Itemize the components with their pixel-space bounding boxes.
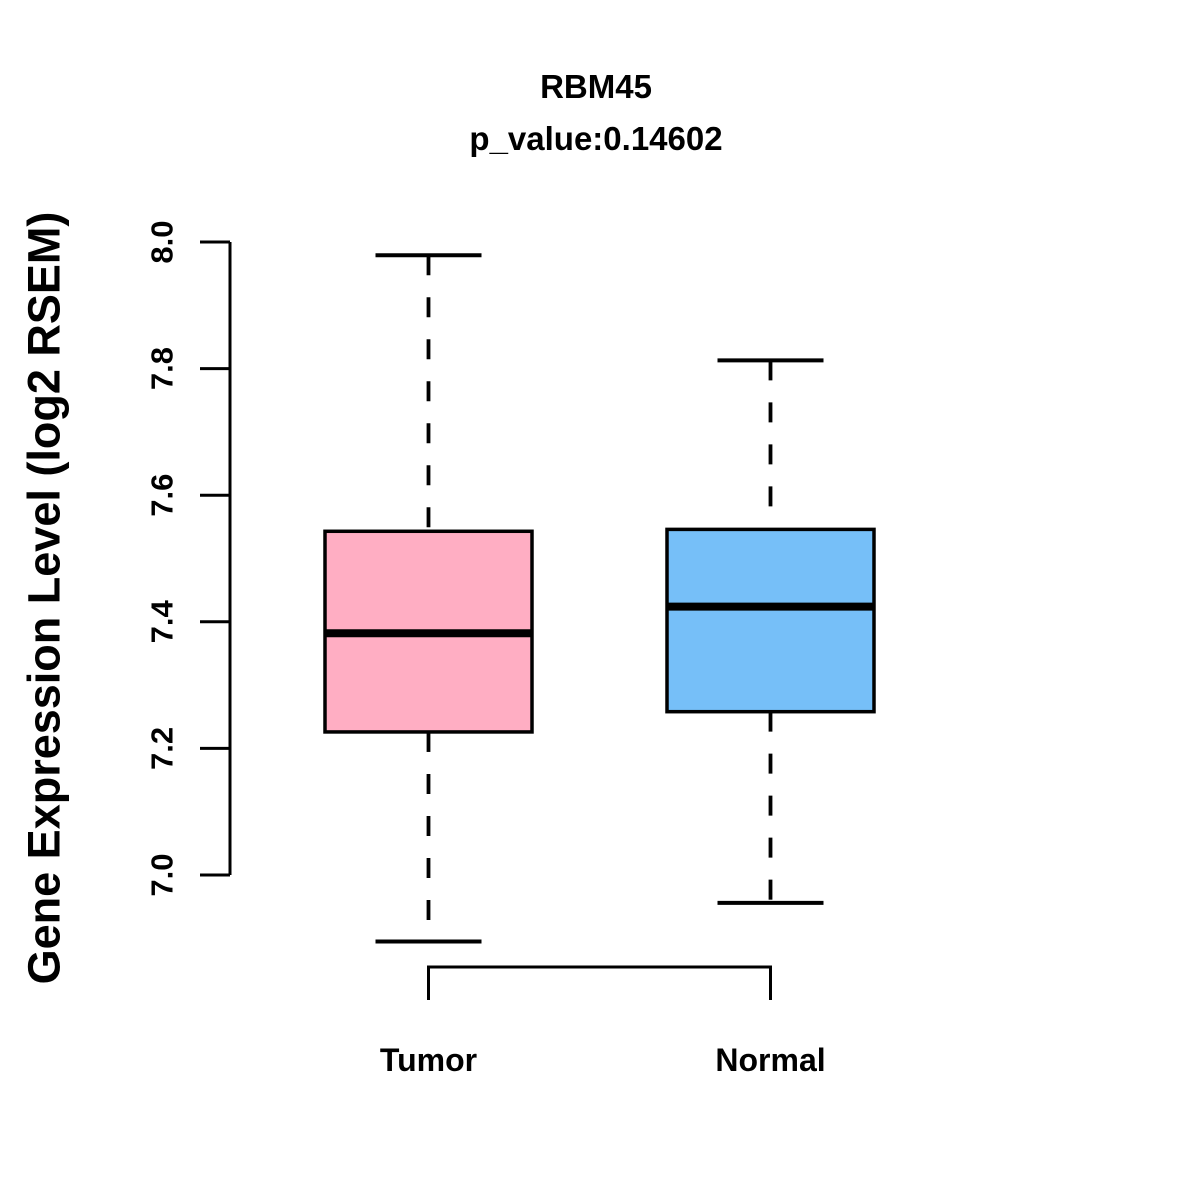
x-axis-bracket — [427, 965, 772, 1000]
y-tick-label: 7.6 — [145, 474, 180, 517]
y-axis-title: Gene Expression Level (log2 RSEM) — [19, 212, 70, 985]
x-category-label-normal: Normal — [715, 1042, 825, 1078]
y-tick-label: 7.0 — [145, 853, 180, 896]
y-tick-label: 7.4 — [145, 600, 180, 644]
box-normal — [665, 527, 876, 714]
y-axis: 7.0 7.2 7.4 7.6 7.8 8.0 — [145, 220, 232, 897]
y-tick-label: 8.0 — [145, 220, 180, 263]
chart-title: RBM45 — [540, 68, 652, 105]
box-group-tumor — [323, 253, 534, 944]
box-group-normal — [665, 358, 876, 905]
x-category-label-tumor: Tumor — [380, 1042, 477, 1078]
boxes — [323, 253, 876, 944]
x-axis: Tumor Normal — [380, 965, 826, 1078]
chart-subtitle: p_value:0.14602 — [469, 120, 722, 157]
y-tick-label: 7.8 — [145, 347, 180, 390]
y-tick-label: 7.2 — [145, 727, 180, 770]
